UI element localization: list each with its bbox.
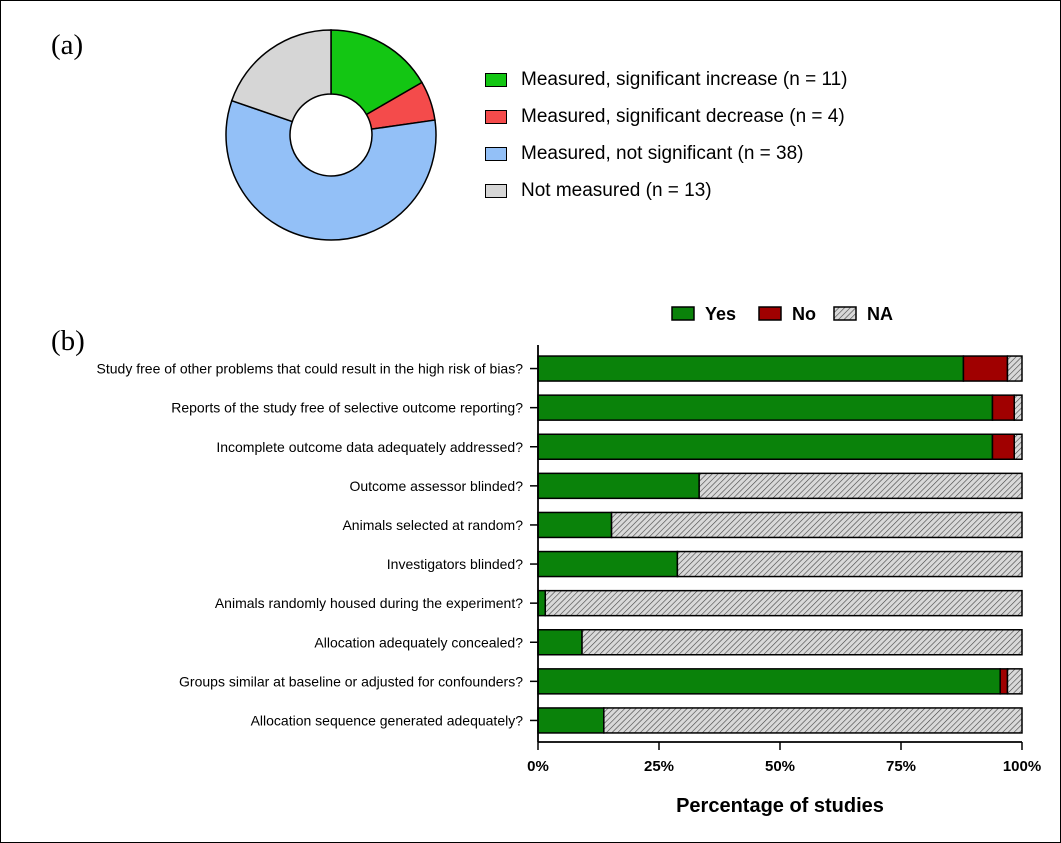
stacked-bar-chart: Yes No NA Study free of other problems that… <box>97 304 1042 817</box>
category-label: Outcome assessor blinded? <box>349 478 523 494</box>
x-tick-label: 75% <box>886 758 916 775</box>
bar-segment-yes <box>537 589 547 617</box>
legend-label: Yes <box>705 304 736 324</box>
panel-b-label: (b) <box>51 325 85 357</box>
bar-segment-na <box>1013 394 1023 421</box>
legend-swatch <box>485 184 507 198</box>
legend-swatch <box>485 147 507 161</box>
bar-segment-no <box>999 668 1009 695</box>
bar-segment-na <box>1006 668 1023 695</box>
legend-swatch <box>485 110 507 124</box>
category-label: Incomplete outcome data adequately addre… <box>216 439 523 455</box>
category-label: Allocation sequence generated adequately… <box>251 712 524 728</box>
legend-label: Measured, not significant (n = 38) <box>521 143 804 164</box>
bar-segment-yes <box>537 511 613 539</box>
legend-label: NA <box>867 304 893 324</box>
x-tick-label: 50% <box>765 758 795 775</box>
bar-segment-yes <box>537 707 605 734</box>
x-tick-label: 0% <box>527 758 549 775</box>
pie-slice <box>230 29 332 123</box>
bar-segment-na <box>1006 355 1023 382</box>
bar-segment-na <box>581 629 1023 656</box>
x-tick-label: 25% <box>644 758 674 775</box>
donut-chart <box>225 29 437 241</box>
bar-segment-na <box>610 511 1023 539</box>
bar-segment-na <box>544 589 1023 617</box>
legend-swatch <box>833 306 857 321</box>
category-label: Animals selected at random? <box>342 517 523 533</box>
legend-label: No <box>792 304 816 324</box>
bar-segment-yes <box>537 472 700 500</box>
legend-label: Not measured (n = 13) <box>521 180 712 201</box>
category-label: Animals randomly housed during the exper… <box>215 595 523 611</box>
x-axis-title: Percentage of studies <box>676 795 884 817</box>
bar-legend: Yes No NA <box>671 304 893 324</box>
bar-segment-yes <box>537 394 994 421</box>
category-label: Groups similar at baseline or adjusted f… <box>179 673 523 689</box>
bar-segment-yes <box>537 355 965 382</box>
bar-segment-yes <box>537 433 994 460</box>
panel-a-label: (a) <box>51 29 84 61</box>
bar-segment-no <box>962 355 1009 382</box>
pie-slice <box>225 99 437 241</box>
bar-segment-na <box>676 550 1023 578</box>
bar-segment-no <box>991 433 1016 460</box>
bar-segment-no <box>991 394 1016 421</box>
bar-segment-yes <box>537 550 679 578</box>
bar-segment-na <box>1013 433 1023 460</box>
legend-swatch <box>671 306 695 321</box>
category-label: Study free of other problems that could … <box>97 361 524 377</box>
legend-swatch <box>758 306 782 321</box>
bar-segment-na <box>603 707 1023 734</box>
category-label: Investigators blinded? <box>387 556 523 572</box>
legend-label: Measured, significant increase (n = 11) <box>521 69 848 90</box>
x-tick-label: 100% <box>1003 758 1041 775</box>
category-label: Allocation adequately concealed? <box>314 634 523 650</box>
legend-label: Measured, significant decrease (n = 4) <box>521 106 845 127</box>
category-label: Reports of the study free of selective o… <box>171 400 523 416</box>
bar-segment-na <box>698 472 1023 500</box>
legend-swatch <box>485 73 507 87</box>
bar-segment-yes <box>537 629 583 656</box>
bar-segment-yes <box>537 668 1001 695</box>
